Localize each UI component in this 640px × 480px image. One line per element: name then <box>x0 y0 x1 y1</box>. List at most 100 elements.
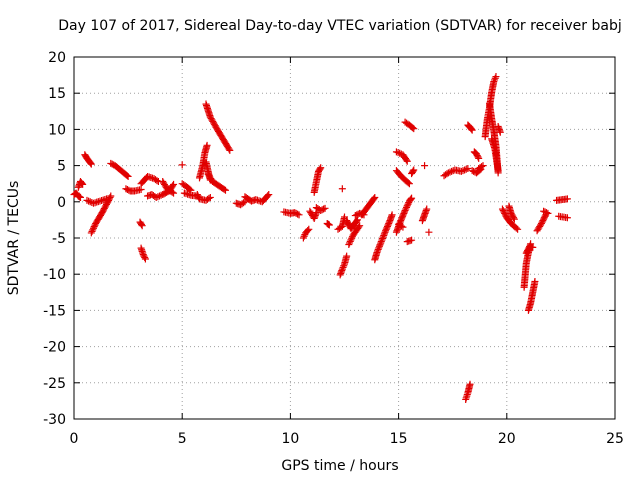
data-point <box>478 163 486 171</box>
data-point <box>225 145 233 153</box>
data-point <box>141 255 149 263</box>
data-point <box>444 169 452 177</box>
axis-ticks: 0 5 10 15 20 25 -30 -25 -20 -15 -10 -5 0 5 10 15 20 <box>43 50 624 447</box>
data-point <box>466 380 474 388</box>
data-point <box>475 154 483 162</box>
data-point <box>388 211 396 219</box>
data-point <box>76 193 84 201</box>
data-point <box>400 208 408 216</box>
data-point <box>86 198 94 206</box>
data-point <box>409 167 417 175</box>
chart-title: Day 107 of 2017, Sidereal Day-to-day VTE… <box>58 18 621 34</box>
data-point <box>106 193 114 201</box>
x-axis-title: GPS time / hours <box>281 458 398 474</box>
data-point <box>529 243 537 251</box>
data-point <box>410 125 418 133</box>
data-point <box>124 172 132 180</box>
data-point <box>168 188 176 196</box>
y-tick-label: -25 <box>43 376 66 392</box>
data-point <box>514 225 522 233</box>
data-point <box>353 217 361 225</box>
data-point <box>87 160 95 168</box>
data-point <box>320 205 328 213</box>
data-point <box>492 73 500 81</box>
data-point <box>459 167 467 175</box>
data-point <box>79 180 87 188</box>
data-point <box>457 167 465 175</box>
data-point <box>152 193 160 201</box>
data-point <box>531 277 539 285</box>
data-point <box>347 236 355 244</box>
data-points <box>70 73 571 403</box>
data-point <box>379 233 387 241</box>
data-point <box>355 223 363 231</box>
data-point <box>87 229 95 237</box>
data-point <box>404 179 412 187</box>
data-point <box>542 209 550 217</box>
data-point <box>494 167 502 175</box>
y-tick-label: 0 <box>57 195 66 211</box>
data-point <box>394 149 402 157</box>
data-point <box>396 149 404 157</box>
data-point <box>178 161 186 169</box>
data-point <box>240 199 248 207</box>
data-point <box>206 193 214 201</box>
y-tick-label: -30 <box>43 412 66 428</box>
data-point <box>338 185 346 193</box>
data-point <box>377 239 385 247</box>
data-point <box>89 226 97 234</box>
data-point <box>88 227 96 235</box>
data-point <box>496 128 504 136</box>
y-tick-label: -10 <box>43 267 66 283</box>
data-point <box>341 213 348 221</box>
x-tick-label: 5 <box>178 431 187 447</box>
x-tick-label: 15 <box>390 431 408 447</box>
data-point <box>154 193 162 201</box>
x-tick-label: 0 <box>70 431 79 447</box>
data-point <box>448 167 456 175</box>
data-point <box>374 247 382 255</box>
data-point <box>316 165 324 173</box>
data-point <box>107 192 115 200</box>
data-point <box>169 182 177 190</box>
data-point <box>510 215 518 223</box>
data-point <box>170 180 178 188</box>
data-point <box>226 146 234 154</box>
data-point <box>141 254 149 262</box>
data-point <box>265 191 273 199</box>
y-axis-title: SDTVAR / TECUs <box>6 181 22 296</box>
data-point <box>264 192 272 200</box>
data-point <box>404 200 412 208</box>
data-point <box>563 195 571 203</box>
x-tick-label: 25 <box>606 431 624 447</box>
data-point <box>491 76 499 84</box>
data-point <box>409 124 417 132</box>
data-point <box>401 206 409 214</box>
data-point <box>87 159 95 167</box>
data-point <box>443 170 451 178</box>
y-tick-label: -15 <box>43 303 66 319</box>
data-point <box>403 202 411 210</box>
data-point <box>294 210 302 218</box>
data-point <box>155 192 163 200</box>
data-point <box>371 193 379 201</box>
data-point <box>375 242 383 250</box>
y-tick-label: 10 <box>48 122 66 138</box>
data-point <box>370 195 378 203</box>
data-point <box>374 245 382 253</box>
data-point <box>410 166 418 174</box>
data-point <box>425 228 433 236</box>
data-point <box>78 179 86 187</box>
data-point <box>392 148 400 156</box>
data-point <box>563 214 571 222</box>
y-tick-label: -5 <box>52 231 66 247</box>
data-point <box>402 156 410 164</box>
data-point <box>85 197 93 205</box>
grid-lines <box>74 57 615 419</box>
data-point <box>153 177 161 185</box>
data-point <box>353 216 361 224</box>
data-point <box>89 224 97 232</box>
data-point <box>490 78 498 86</box>
data-point <box>405 180 413 188</box>
